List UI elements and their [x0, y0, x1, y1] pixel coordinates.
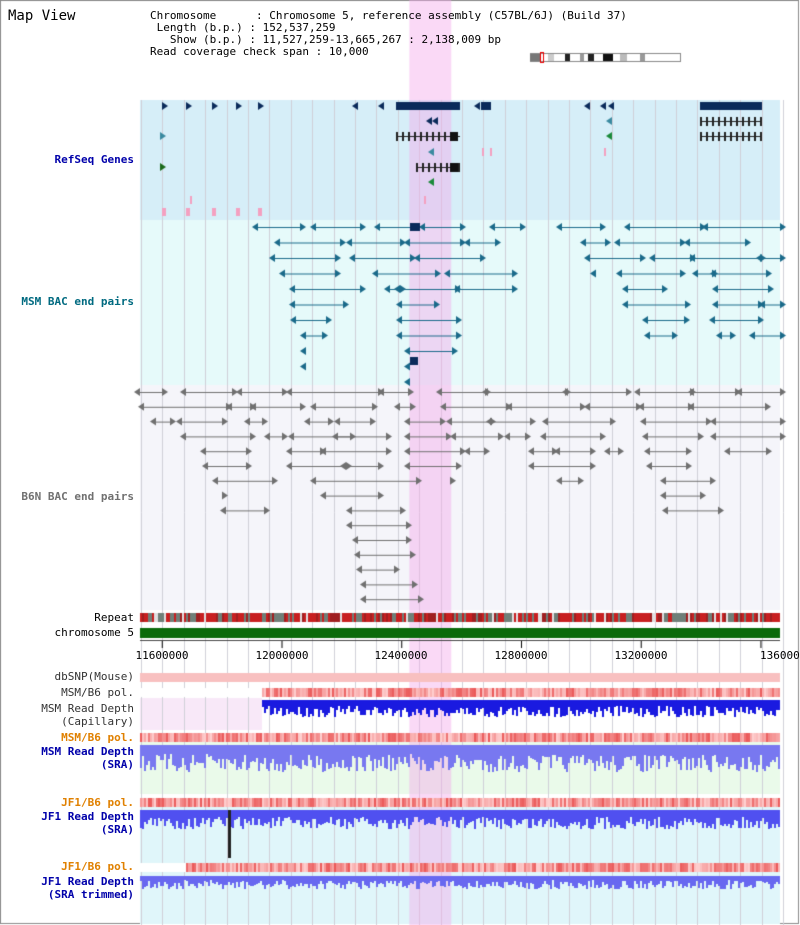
coverage-value: 10,000	[328, 45, 369, 58]
length-label: Length (b.p.)	[156, 21, 243, 34]
jf1-b6-pol-label-2: JF1/B6 pol.	[61, 860, 134, 873]
msm-b6-pol-label: MSM/B6 pol.	[61, 686, 134, 699]
msm-b6-pol-label-2: MSM/B6 pol.	[61, 731, 134, 744]
axis-tick-label: 12000000	[255, 649, 309, 662]
axis-tick-label: 13600000	[760, 649, 800, 662]
refseq-track-label[interactable]: RefSeq Genes	[54, 153, 134, 166]
chromosome-label: Chromosome	[150, 9, 217, 22]
chromosome-track-label: chromosome 5	[54, 626, 134, 639]
msm-depth-capillary-label-2: (Capillary)	[61, 715, 134, 728]
coverage-label: Read coverage check span	[150, 45, 309, 58]
dbsnp-track-label: dbSNP(Mouse)	[54, 670, 134, 683]
show-value: 11,527,259-13,665,267 : 2,138,009 bp	[262, 33, 502, 46]
axis-tick-label: 12400000	[374, 649, 428, 662]
repeat-track-label: Repeat	[94, 611, 134, 624]
msm-bac-track-label[interactable]: MSM BAC end pairs	[21, 295, 134, 308]
msm-depth-sra-label-1: MSM Read Depth	[41, 745, 134, 758]
jf1-depth-trim-label-2: (SRA trimmed)	[47, 888, 134, 901]
jf1-b6-pol-label: JF1/B6 pol.	[61, 796, 134, 809]
jf1-depth-trim-label-1: JF1 Read Depth	[41, 875, 134, 888]
axis-tick-label: 11600000	[135, 649, 189, 662]
header-info: Chromosome : Chromosome 5, reference ass…	[150, 9, 627, 58]
jf1-depth-sra-label-1: JF1 Read Depth	[41, 810, 134, 823]
msm-depth-capillary-label-1: MSM Read Depth	[41, 702, 134, 715]
chromosome-value: Chromosome 5, reference assembly (C57BL/…	[269, 9, 627, 22]
axis-tick-label: 12800000	[494, 649, 548, 662]
length-value: 152,537,259	[262, 21, 336, 34]
view-title: Map View	[8, 8, 76, 24]
axis-tick-label: 13200000	[614, 649, 668, 662]
msm-depth-sra-label-2: (SRA)	[100, 758, 134, 771]
jf1-depth-sra-label-2: (SRA)	[100, 823, 134, 836]
b6n-bac-track-label[interactable]: B6N BAC end pairs	[21, 490, 134, 503]
show-label: Show (b.p.)	[169, 33, 243, 46]
